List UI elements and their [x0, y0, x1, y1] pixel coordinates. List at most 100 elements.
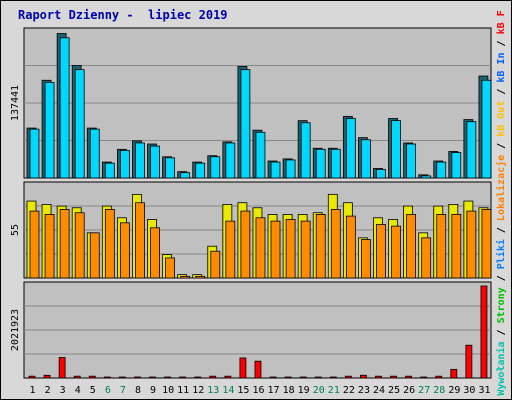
top-panel-bar-front: [44, 81, 55, 179]
middle-panel-max-label: 55: [10, 224, 21, 236]
day-label: 14: [222, 385, 234, 396]
top-panel-bar-front: [300, 122, 311, 179]
legend-entry: /: [496, 137, 507, 155]
middle-panel-bar-front: [345, 215, 356, 279]
bottom-panel-max-label: 2021923: [10, 309, 21, 351]
top-panel-bar-front: [315, 148, 326, 179]
middle-panel-bar-front: [361, 239, 371, 279]
day-label: 12: [192, 385, 204, 396]
top-panel-bar-front: [135, 142, 145, 179]
middle-panel-bar-front: [165, 257, 175, 279]
bottom-panel-bar: [390, 375, 397, 379]
middle-panel-bar-front: [89, 232, 100, 279]
top-panel-bar-front: [255, 131, 266, 179]
bottom-panel-bar: [209, 375, 217, 379]
day-label: 20: [313, 385, 325, 396]
right-legend: Wywołania / Strony / Pliki / Lokalizacje…: [495, 10, 507, 395]
top-panel-bar-front: [119, 149, 130, 179]
legend-entry: /: [496, 323, 507, 341]
middle-panel-bar-front: [481, 209, 492, 279]
top-panel-bar-front: [89, 128, 100, 179]
top-panel-bar-front: [210, 156, 221, 179]
middle-panel-bar-front: [270, 220, 281, 279]
middle-panel-bar-front: [180, 275, 191, 279]
middle-panel-bar-front: [391, 225, 401, 279]
middle-panel-bar-front: [44, 214, 55, 279]
top-panel-bar-front: [406, 143, 417, 179]
top-panel-bar-front: [361, 139, 371, 179]
top-panel-bar-front: [481, 79, 492, 179]
day-label: 24: [373, 385, 385, 396]
middle-panel-bar-front: [104, 209, 115, 279]
bottom-panel-bar: [284, 376, 292, 379]
bottom-panel-bar: [239, 357, 247, 379]
bottom-panel-bar: [28, 375, 36, 379]
middle-panel-bar-front: [119, 222, 130, 279]
middle-panel-bar-front: [225, 220, 236, 279]
bottom-panel-bar: [269, 376, 277, 379]
bottom-panel-bar: [299, 376, 307, 379]
day-label: 8: [135, 385, 141, 396]
middle-panel-bar-front: [421, 237, 432, 279]
bottom-panel-bar: [88, 375, 96, 379]
legend-entry: Strony: [496, 287, 507, 323]
top-panel-bar-front: [345, 118, 356, 179]
middle-panel-bar-front: [210, 250, 221, 279]
bottom-panel-bar: [314, 376, 322, 379]
top-panel-bar-front: [240, 69, 251, 179]
bottom-panel-bar: [480, 285, 488, 379]
bottom-panel-bar: [465, 344, 473, 379]
middle-panel-bar-front: [29, 210, 40, 279]
day-label: 25: [388, 385, 400, 396]
day-label: 3: [60, 385, 66, 396]
top-panel-bar-front: [180, 172, 191, 179]
middle-panel-bar-front: [285, 219, 296, 279]
day-label: 31: [478, 385, 490, 396]
day-label: 2: [45, 385, 51, 396]
legend-entry: kB In: [496, 52, 507, 82]
top-panel-bar-front: [270, 161, 281, 179]
bottom-panel-bar: [224, 375, 232, 379]
middle-panel-bar-front: [315, 214, 326, 279]
report-title: Raport Dzienny - lipiec 2019: [18, 8, 228, 22]
bottom-panel-bar: [329, 376, 337, 379]
top-panel-bar-front: [330, 148, 341, 179]
top-panel-bar-front: [165, 157, 175, 179]
legend-entry: /: [496, 34, 507, 52]
middle-panel-bar-front: [150, 227, 160, 279]
bottom-panel-bar: [420, 376, 428, 379]
middle-panel-bar-front: [330, 209, 341, 279]
day-label: 1: [30, 385, 36, 396]
day-label: 10: [162, 385, 174, 396]
bottom-panel-bar: [43, 374, 51, 379]
bottom-panel-bar: [405, 375, 413, 379]
day-label: 11: [177, 385, 189, 396]
day-label: 18: [283, 385, 295, 396]
top-panel-bar-front: [150, 145, 160, 179]
middle-panel-bar-front: [466, 210, 477, 279]
top-panel-bar-front: [195, 162, 206, 179]
middle-panel-bar-front: [406, 214, 417, 279]
day-label: 27: [418, 385, 430, 396]
bottom-panel-bar: [344, 375, 352, 379]
day-label: 22: [343, 385, 355, 396]
day-label: 13: [207, 385, 219, 396]
legend-entry: kB Out: [496, 101, 507, 137]
middle-panel-bar-front: [451, 214, 462, 279]
day-label: 21: [328, 385, 340, 396]
top-panel-bar-front: [285, 159, 296, 179]
day-label: 23: [358, 385, 370, 396]
day-label: 26: [403, 385, 415, 396]
middle-panel-bar-front: [135, 202, 145, 279]
bottom-panel-bar: [450, 368, 458, 379]
middle-panel-bar-front: [300, 220, 311, 279]
day-label: 7: [120, 385, 126, 396]
legend-entry: Wywołania: [495, 341, 507, 395]
day-label: 9: [150, 385, 156, 396]
bottom-panel-bar: [435, 375, 443, 379]
top-panel-bar-front: [376, 169, 386, 179]
top-panel-bar-front: [74, 69, 85, 179]
middle-panel-bar-front: [195, 275, 206, 279]
legend-entry: Pliki: [495, 239, 507, 269]
